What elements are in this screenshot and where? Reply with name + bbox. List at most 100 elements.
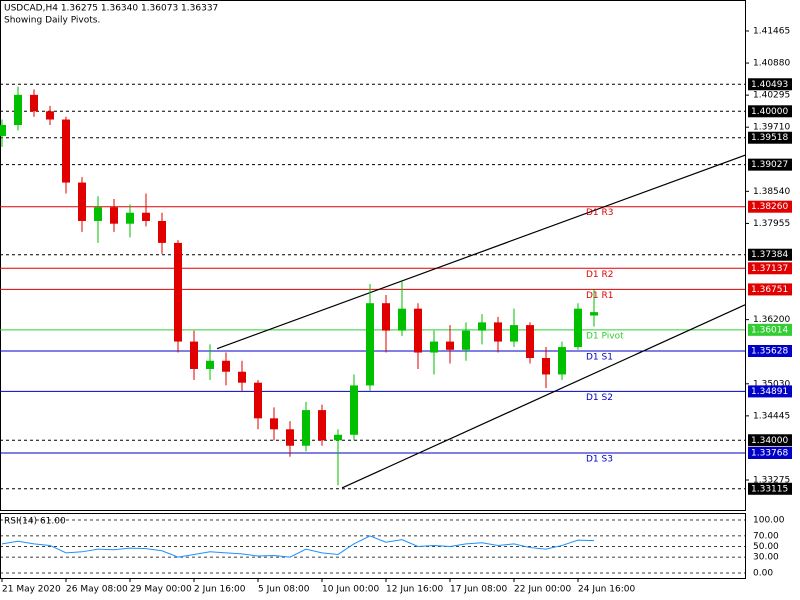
candle-body <box>574 308 582 348</box>
y-tick-label: 1.41465 <box>753 26 790 36</box>
level-label-box <box>748 105 792 118</box>
level-label: 1.33768 <box>751 448 788 458</box>
x-tick-label: 26 May 08:00 <box>66 585 128 595</box>
trendline <box>216 154 745 350</box>
level-label-box <box>748 262 792 275</box>
x-tick-label: 21 May 2020 <box>2 585 61 595</box>
level-label: 1.34891 <box>751 387 788 397</box>
candle-body <box>494 322 502 342</box>
candle-body <box>0 125 6 136</box>
level-label: 1.40000 <box>751 107 788 117</box>
level-name: D1 S1 <box>586 353 613 363</box>
candle-body <box>222 360 230 372</box>
level-label: 1.40493 <box>751 80 788 90</box>
candle-body <box>414 308 422 353</box>
trendline <box>341 304 745 489</box>
candle-body <box>142 212 150 221</box>
y-tick-label: 1.36200 <box>753 315 790 325</box>
candle-body <box>318 410 326 441</box>
level-label: 1.36014 <box>751 325 788 335</box>
candle-body <box>126 212 134 224</box>
rsi-tick-label: 30.00 <box>753 553 779 563</box>
x-tick-label: 2 Jun 16:00 <box>194 585 246 595</box>
level-label-box <box>748 323 792 336</box>
level-label-box <box>748 200 792 213</box>
level-name: D1 S3 <box>586 454 613 464</box>
candle-body <box>238 371 246 383</box>
candle-body <box>94 207 102 221</box>
rsi-title: RSI(14) 61.00 <box>4 517 66 527</box>
level-label-box <box>748 158 792 171</box>
candle-body <box>590 312 598 316</box>
y-tick-label: 1.40295 <box>753 91 790 101</box>
level-label: 1.34000 <box>751 436 788 446</box>
candle-body <box>478 322 486 331</box>
level-label: 1.37384 <box>751 250 788 260</box>
candle-body <box>286 429 294 446</box>
level-name: D1 S2 <box>586 393 613 403</box>
candle-body <box>30 94 38 112</box>
level-label: 1.39518 <box>751 133 788 143</box>
level-label: 1.33115 <box>751 484 788 494</box>
candle-body <box>350 385 358 435</box>
y-tick-label: 1.35030 <box>753 379 790 389</box>
candle-body <box>110 207 118 224</box>
candle-body <box>510 325 518 342</box>
level-label: 1.39027 <box>751 160 788 170</box>
level-label: 1.37137 <box>751 264 788 274</box>
level-label: 1.35628 <box>751 347 788 357</box>
candle-body <box>46 111 54 120</box>
candle-body <box>190 341 198 369</box>
x-tick-label: 24 Jun 16:00 <box>578 585 635 595</box>
y-tick-label: 1.39710 <box>753 123 790 133</box>
rsi-tick-label: 100.00 <box>753 515 785 525</box>
candle-body <box>14 94 22 126</box>
level-label-box <box>748 131 792 144</box>
y-tick-label: 1.34445 <box>753 411 790 421</box>
rsi-tick-label: 70.00 <box>753 531 779 541</box>
x-tick-label: 29 May 00:00 <box>130 585 192 595</box>
x-tick-label: 5 Jun 08:00 <box>258 585 310 595</box>
rsi-tick-label: 50.00 <box>753 542 779 552</box>
candle-body <box>254 382 262 419</box>
level-name: D1 R1 <box>586 291 614 301</box>
candle-body <box>78 182 86 221</box>
candle-body <box>430 341 438 353</box>
rsi-tick-label: 0.00 <box>753 569 773 579</box>
candle-body <box>158 220 166 243</box>
level-label-box <box>748 248 792 261</box>
level-label-box <box>748 482 792 495</box>
x-tick-label: 17 Jun 08:00 <box>450 585 507 595</box>
x-tick-label: 10 Jun 00:00 <box>322 585 379 595</box>
level-label-box <box>748 385 792 398</box>
level-label-box <box>748 434 792 447</box>
candle-body <box>558 347 566 375</box>
candle-body <box>526 325 534 359</box>
candle-body <box>382 303 390 331</box>
rsi-frame <box>0 513 746 579</box>
candle-body <box>62 119 70 183</box>
candle-body <box>366 303 374 386</box>
level-name: D1 Pivot <box>586 331 624 341</box>
main-frame <box>0 0 746 511</box>
y-tick-label: 1.33275 <box>753 476 790 486</box>
level-name: D1 R3 <box>586 208 614 218</box>
candle-body <box>542 358 550 375</box>
y-tick-label: 1.38540 <box>753 187 790 197</box>
candle-body <box>302 410 310 446</box>
level-label: 1.38260 <box>751 202 788 212</box>
x-tick-label: 12 Jun 16:00 <box>386 585 443 595</box>
level-label-box <box>748 345 792 358</box>
level-label: 1.36751 <box>751 285 788 295</box>
main-plot <box>0 83 745 490</box>
chart-title: USDCAD,H4 1.36275 1.36340 1.36073 1.3633… <box>4 4 218 14</box>
chart-subtitle: Showing Daily Pivots. <box>4 16 100 26</box>
candle-body <box>206 360 214 369</box>
level-label-box <box>748 78 792 91</box>
candle-body <box>446 341 454 350</box>
x-tick-label: 22 Jun 00:00 <box>514 585 571 595</box>
candle-body <box>334 434 342 441</box>
y-tick-label: 1.37955 <box>753 219 790 229</box>
level-label-box <box>748 283 792 296</box>
